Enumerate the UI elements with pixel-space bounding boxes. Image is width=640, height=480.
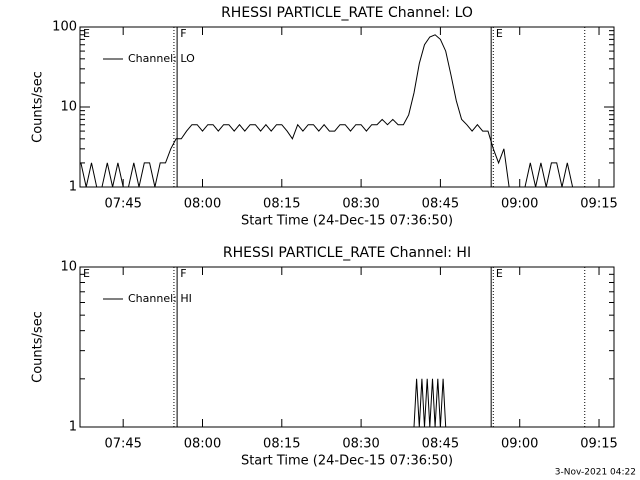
- annotation: F: [180, 27, 186, 40]
- y-axis-label: Counts/sec: [31, 71, 46, 143]
- footer: 3-Nov-2021 04:22: [555, 468, 636, 478]
- x-tick-label: 09:15: [580, 197, 617, 212]
- chart-title: RHESSI PARTICLE_RATE Channel: HI: [223, 245, 471, 261]
- x-tick-label: 08:00: [184, 197, 221, 212]
- legend-label: Channel: LO: [128, 52, 195, 65]
- x-tick-label: 07:45: [104, 197, 141, 212]
- y-tick-label: 1: [69, 420, 77, 435]
- annotation: E: [496, 27, 503, 40]
- x-tick-label: 08:15: [263, 197, 300, 212]
- x-tick-label: 07:45: [104, 437, 141, 452]
- chart-title: RHESSI PARTICLE_RATE Channel: LO: [221, 5, 473, 21]
- plot-frame: [79, 266, 615, 428]
- annotation: E: [83, 27, 90, 40]
- annotation: F: [180, 267, 186, 280]
- y-tick-label: 100: [52, 20, 77, 35]
- x-tick-label: 08:30: [342, 197, 379, 212]
- y-tick-label: 10: [60, 100, 77, 115]
- legend-label: Channel: HI: [128, 292, 192, 305]
- x-axis-label: Start Time (24-Dec-15 07:36:50): [241, 454, 453, 469]
- data-line: [413, 378, 447, 428]
- x-tick-label: 09:00: [501, 197, 538, 212]
- x-tick-label: 08:45: [422, 197, 459, 212]
- x-tick-label: 08:45: [422, 437, 459, 452]
- x-tick-label: 08:30: [342, 437, 379, 452]
- y-tick-label: 1: [69, 180, 77, 195]
- y-tick-label: 10: [60, 260, 77, 275]
- annotation: E: [496, 267, 503, 280]
- data-line: [80, 34, 610, 188]
- annotation: E: [83, 267, 90, 280]
- x-tick-label: 09:15: [580, 437, 617, 452]
- y-axis-label: Counts/sec: [31, 311, 46, 383]
- x-tick-label: 09:00: [501, 437, 538, 452]
- x-tick-label: 08:15: [263, 437, 300, 452]
- x-tick-label: 08:00: [184, 437, 221, 452]
- x-axis-label: Start Time (24-Dec-15 07:36:50): [241, 214, 453, 229]
